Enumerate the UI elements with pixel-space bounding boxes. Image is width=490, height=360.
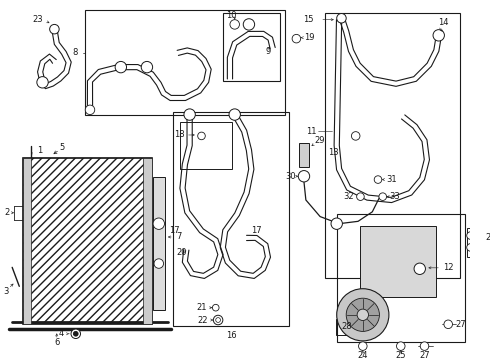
- Bar: [223, 13, 280, 81]
- Text: 10: 10: [226, 12, 237, 21]
- Circle shape: [420, 342, 429, 350]
- Text: 12: 12: [443, 263, 453, 272]
- Circle shape: [374, 176, 382, 183]
- Text: 31: 31: [386, 175, 396, 184]
- Bar: [152, 177, 165, 310]
- Circle shape: [357, 309, 368, 320]
- Circle shape: [433, 30, 444, 41]
- Circle shape: [243, 19, 255, 30]
- Circle shape: [414, 263, 425, 274]
- Text: 5: 5: [59, 143, 64, 152]
- Circle shape: [292, 35, 301, 43]
- Text: 20: 20: [176, 248, 187, 257]
- Text: 33: 33: [390, 192, 400, 201]
- Bar: [336, 319, 355, 335]
- Bar: [173, 112, 289, 326]
- Text: 22: 22: [197, 315, 208, 324]
- Bar: [325, 13, 460, 278]
- Circle shape: [359, 342, 367, 350]
- Circle shape: [337, 289, 389, 341]
- Circle shape: [216, 318, 220, 323]
- Circle shape: [466, 244, 474, 251]
- Text: 4: 4: [59, 329, 64, 338]
- Circle shape: [351, 132, 360, 140]
- Text: 15: 15: [303, 15, 314, 24]
- Text: 29: 29: [315, 136, 325, 145]
- Bar: [361, 226, 437, 297]
- Text: 6: 6: [54, 338, 59, 347]
- Circle shape: [444, 320, 452, 329]
- Bar: [23, 158, 152, 324]
- Circle shape: [337, 14, 346, 23]
- Text: 18: 18: [174, 130, 185, 139]
- Text: 11: 11: [306, 127, 317, 136]
- Text: 32: 32: [343, 192, 354, 201]
- Bar: [85, 10, 285, 114]
- Text: 23: 23: [32, 15, 43, 24]
- Circle shape: [379, 193, 387, 201]
- Bar: [23, 158, 31, 324]
- Circle shape: [154, 259, 164, 268]
- Text: 14: 14: [438, 18, 449, 27]
- Circle shape: [71, 329, 80, 338]
- Circle shape: [229, 109, 241, 120]
- Text: 1: 1: [37, 146, 42, 155]
- Bar: [299, 143, 309, 167]
- Text: 21: 21: [196, 303, 207, 312]
- Text: 8: 8: [73, 48, 78, 57]
- Text: 17: 17: [251, 226, 261, 235]
- Text: 28: 28: [341, 322, 351, 331]
- Circle shape: [184, 109, 196, 120]
- Text: 26: 26: [486, 233, 490, 242]
- Bar: [143, 158, 152, 324]
- Bar: [180, 122, 232, 169]
- Circle shape: [49, 24, 59, 34]
- Circle shape: [85, 105, 95, 114]
- Circle shape: [331, 218, 343, 229]
- Text: 30: 30: [285, 172, 296, 181]
- Text: 3: 3: [3, 287, 9, 296]
- Text: 2: 2: [5, 208, 10, 217]
- Circle shape: [346, 298, 379, 332]
- Text: 7: 7: [176, 233, 181, 242]
- Text: 17: 17: [169, 226, 179, 235]
- Bar: [23, 158, 152, 324]
- Circle shape: [396, 342, 405, 350]
- Bar: [337, 214, 465, 342]
- Text: 9: 9: [265, 48, 270, 57]
- Circle shape: [357, 193, 364, 201]
- Circle shape: [153, 218, 165, 229]
- Text: 13: 13: [328, 148, 339, 157]
- Circle shape: [74, 332, 78, 336]
- Text: 24: 24: [358, 351, 368, 360]
- Text: 19: 19: [304, 33, 315, 42]
- Circle shape: [197, 132, 205, 140]
- Text: 25: 25: [395, 351, 406, 360]
- Circle shape: [213, 315, 223, 325]
- Circle shape: [37, 77, 48, 88]
- Circle shape: [212, 304, 219, 311]
- Bar: [467, 229, 486, 257]
- Circle shape: [466, 232, 474, 239]
- Text: 27: 27: [456, 320, 466, 329]
- Text: 27: 27: [419, 351, 430, 360]
- Circle shape: [230, 20, 240, 29]
- Circle shape: [298, 171, 310, 182]
- Circle shape: [115, 62, 126, 73]
- Text: 16: 16: [226, 331, 237, 340]
- Circle shape: [141, 62, 152, 73]
